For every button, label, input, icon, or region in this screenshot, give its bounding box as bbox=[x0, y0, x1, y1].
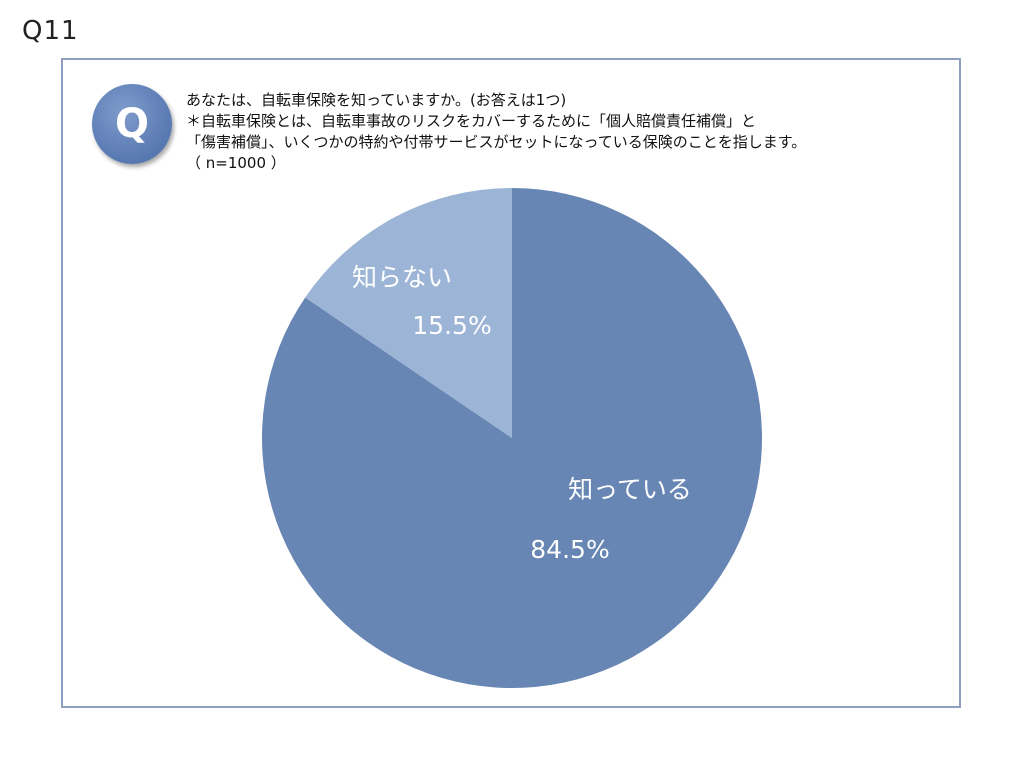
question-note-line: ＊自転車保険とは、自転車事故のリスクをカバーするために「個人賠償責任補償」と bbox=[186, 112, 757, 130]
slice-category-label: 知らない bbox=[352, 263, 452, 292]
question-badge: Q bbox=[92, 84, 172, 164]
slice-value-label: 15.5% bbox=[412, 311, 491, 340]
pie-slice bbox=[305, 188, 512, 438]
question-line: あなたは、自転車保険を知っていますか。(お答えは1つ) bbox=[186, 91, 567, 109]
slide-number: Q11 bbox=[22, 16, 79, 46]
question-text: あなたは、自転車保険を知っていますか。(お答えは1つ) ＊自転車保険とは、自転車… bbox=[186, 90, 946, 174]
pie-slice bbox=[262, 188, 762, 689]
slice-category-label: 知っている bbox=[568, 475, 692, 504]
sample-size: （ n=1000 ） bbox=[186, 154, 286, 172]
slice-value-label: 84.5% bbox=[530, 535, 609, 564]
question-note-line: 「傷害補償」、いくつかの特約や付帯サービスがセットになっている保険のことを指しま… bbox=[186, 133, 807, 151]
pie-labels: 知っている 84.5% 知らない 15.5% bbox=[352, 263, 692, 564]
pie-slices bbox=[262, 188, 762, 689]
